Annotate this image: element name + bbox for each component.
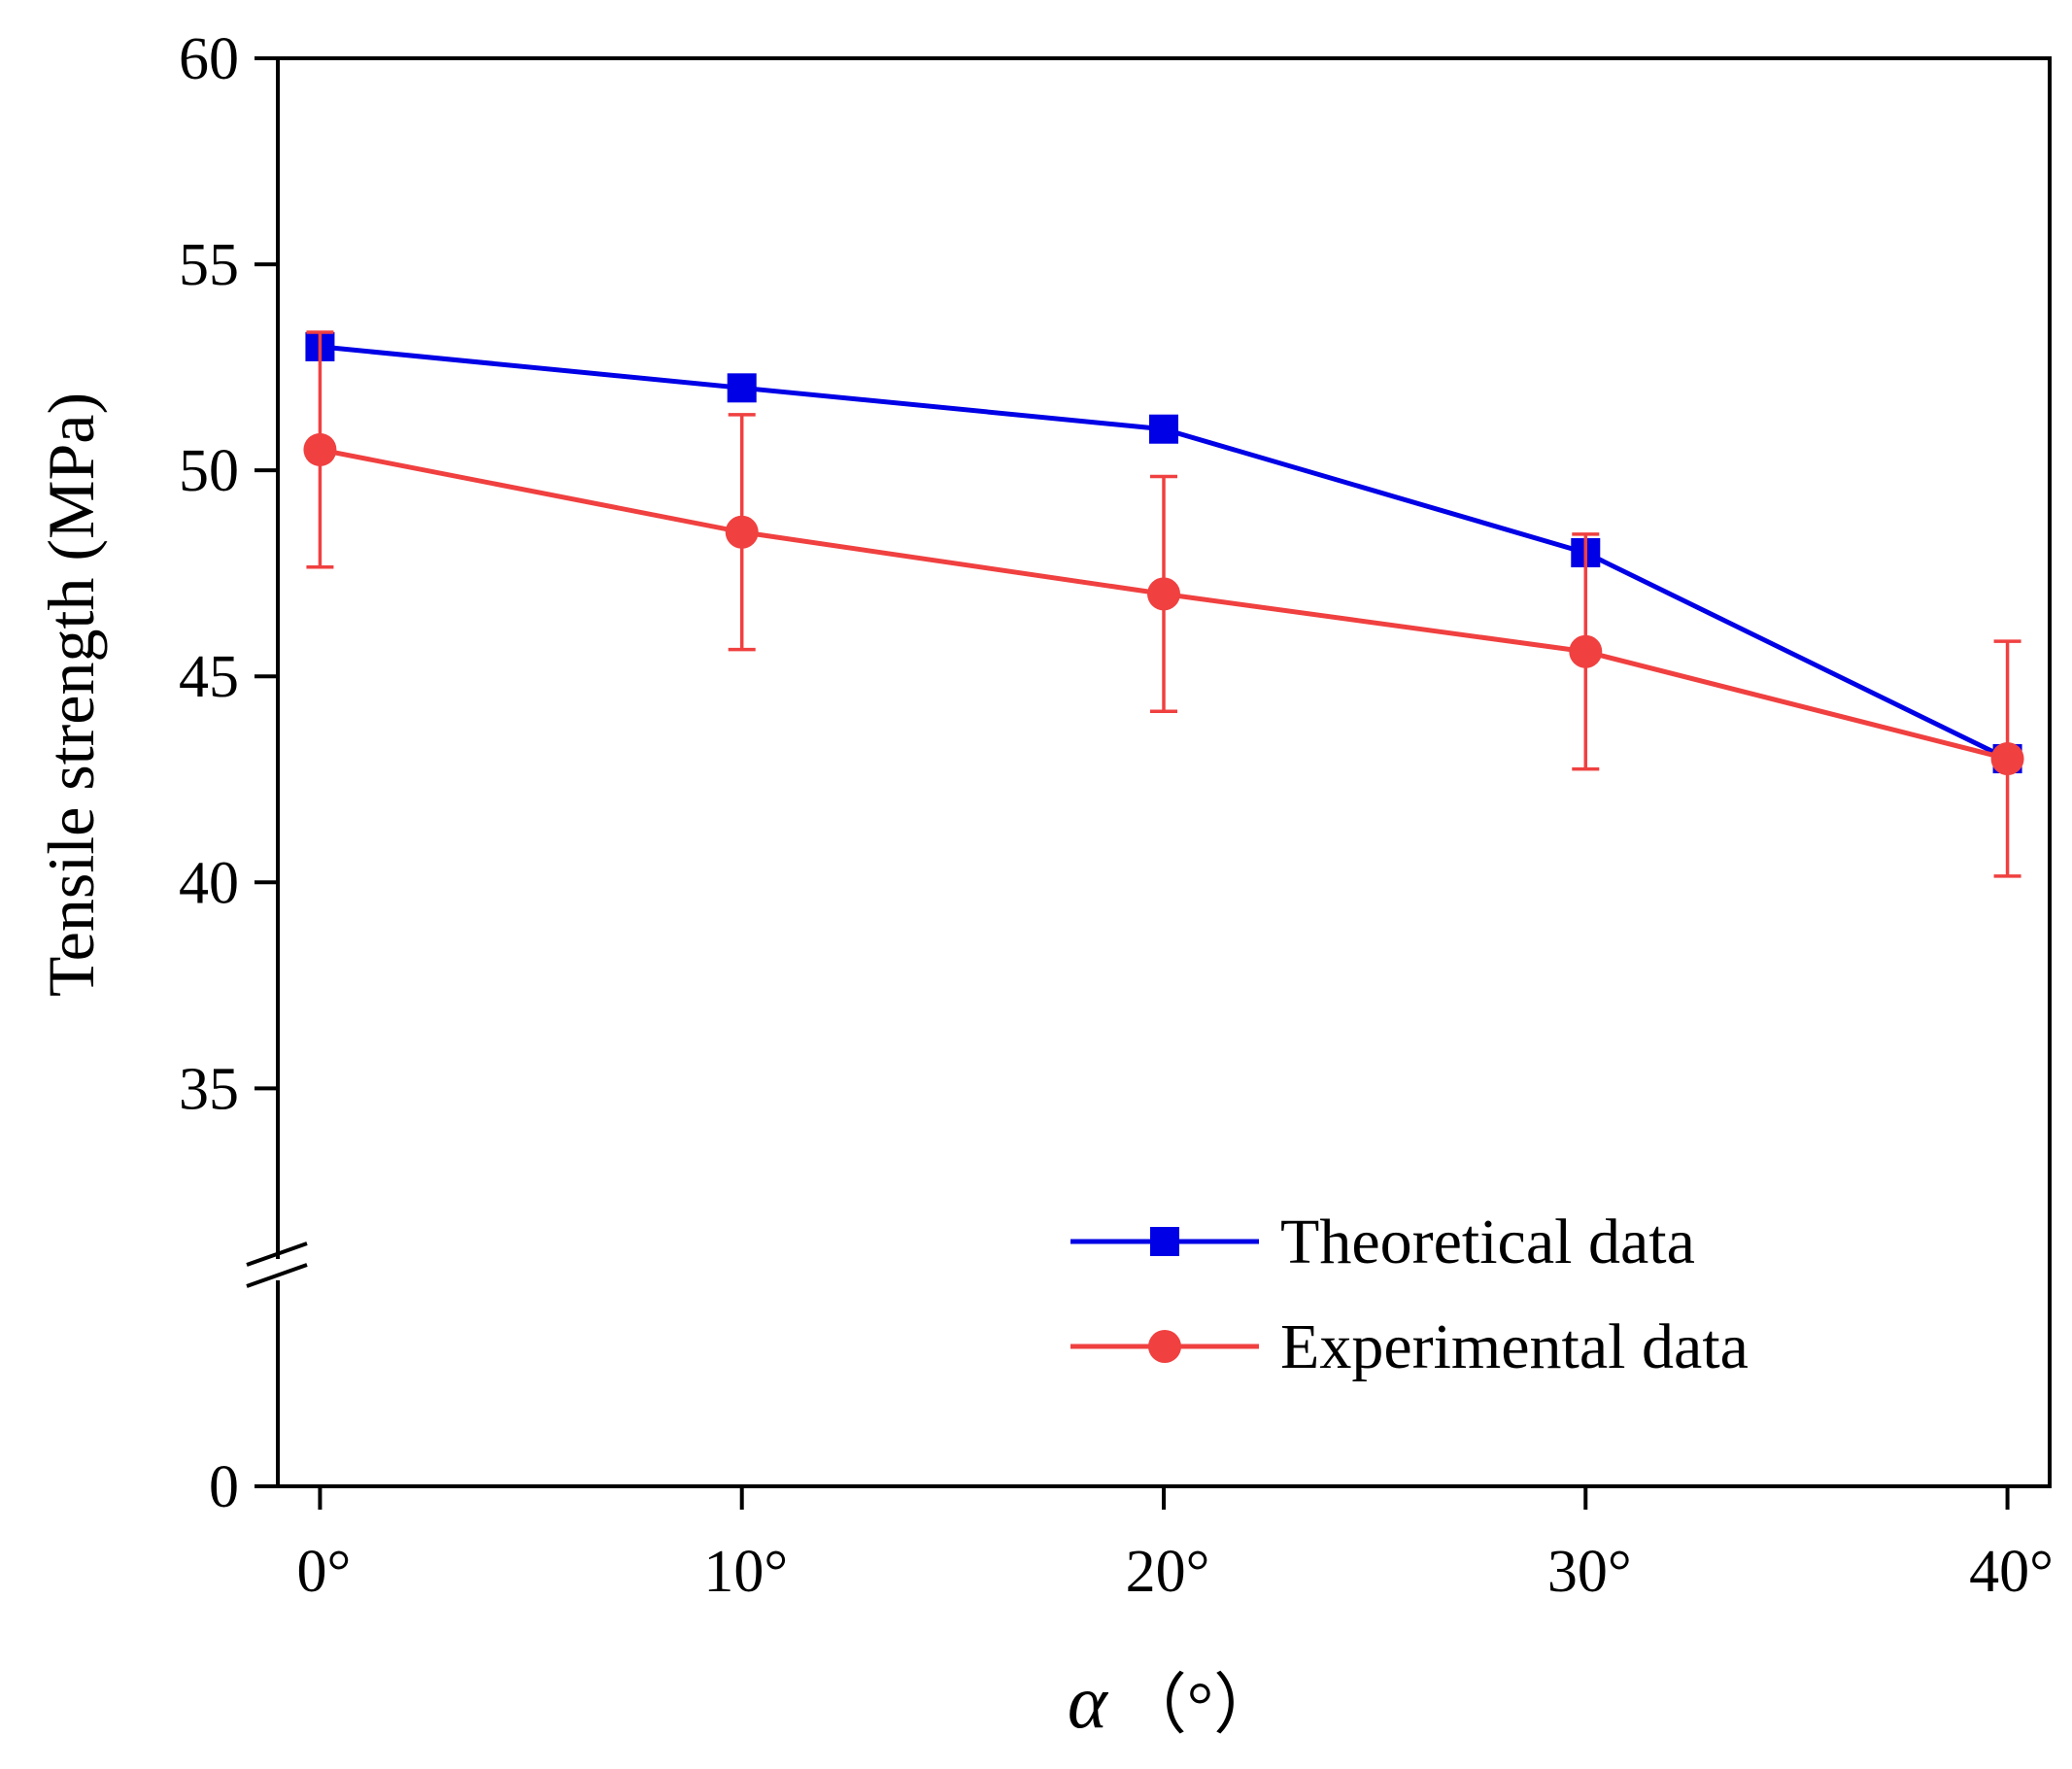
legend: Theoretical data Experimental data <box>1070 1207 1749 1382</box>
y-tick-label: 0 <box>209 1454 239 1520</box>
x-axis-symbol: α <box>1068 1659 1109 1744</box>
x-axis-unit: （°） <box>1121 1668 1279 1742</box>
y-tick-label: 60 <box>179 26 239 92</box>
axis-break-gap <box>264 1259 291 1280</box>
plot-frame <box>276 56 2052 1488</box>
x-tick-label: 0° <box>297 1539 352 1605</box>
data-point-circle <box>1990 742 2024 776</box>
x-tick-label: 30° <box>1547 1539 1632 1605</box>
series-experimental <box>303 330 2024 878</box>
legend-label: Theoretical data <box>1280 1207 1695 1277</box>
y-tick-label: 45 <box>179 644 239 710</box>
data-point-circle <box>303 432 337 466</box>
data-point-circle <box>725 515 759 549</box>
axis-break-slash-lower <box>246 1263 308 1288</box>
data-point-circle <box>1569 634 1603 668</box>
data-point-square <box>1149 414 1178 444</box>
x-tick-label: 10° <box>703 1539 788 1605</box>
legend-marker-square <box>1150 1227 1179 1256</box>
data-point-square <box>727 373 757 403</box>
data-point-circle <box>1147 577 1180 611</box>
plot-marks <box>303 330 2024 878</box>
axis-break-slash-upper <box>246 1242 308 1267</box>
legend-marker-circle <box>1148 1330 1181 1363</box>
x-axis-title: α （°） <box>1068 1659 1279 1744</box>
y-tick-label: 35 <box>179 1056 239 1122</box>
x-tick-label: 40° <box>1969 1539 2054 1605</box>
y-tick-label: 55 <box>179 232 239 298</box>
legend-label: Experimental data <box>1280 1311 1749 1382</box>
y-axis-title: Tensile strength (MPa) <box>34 392 108 997</box>
y-tick-label: 40 <box>179 850 239 916</box>
axis-ticks: 0 35 40 45 50 55 60 0° 10° 20° 30° 40° <box>179 26 2054 1605</box>
y-axis-break <box>246 1242 308 1288</box>
y-tick-label: 50 <box>179 438 239 504</box>
x-tick-label: 20° <box>1126 1539 1210 1605</box>
